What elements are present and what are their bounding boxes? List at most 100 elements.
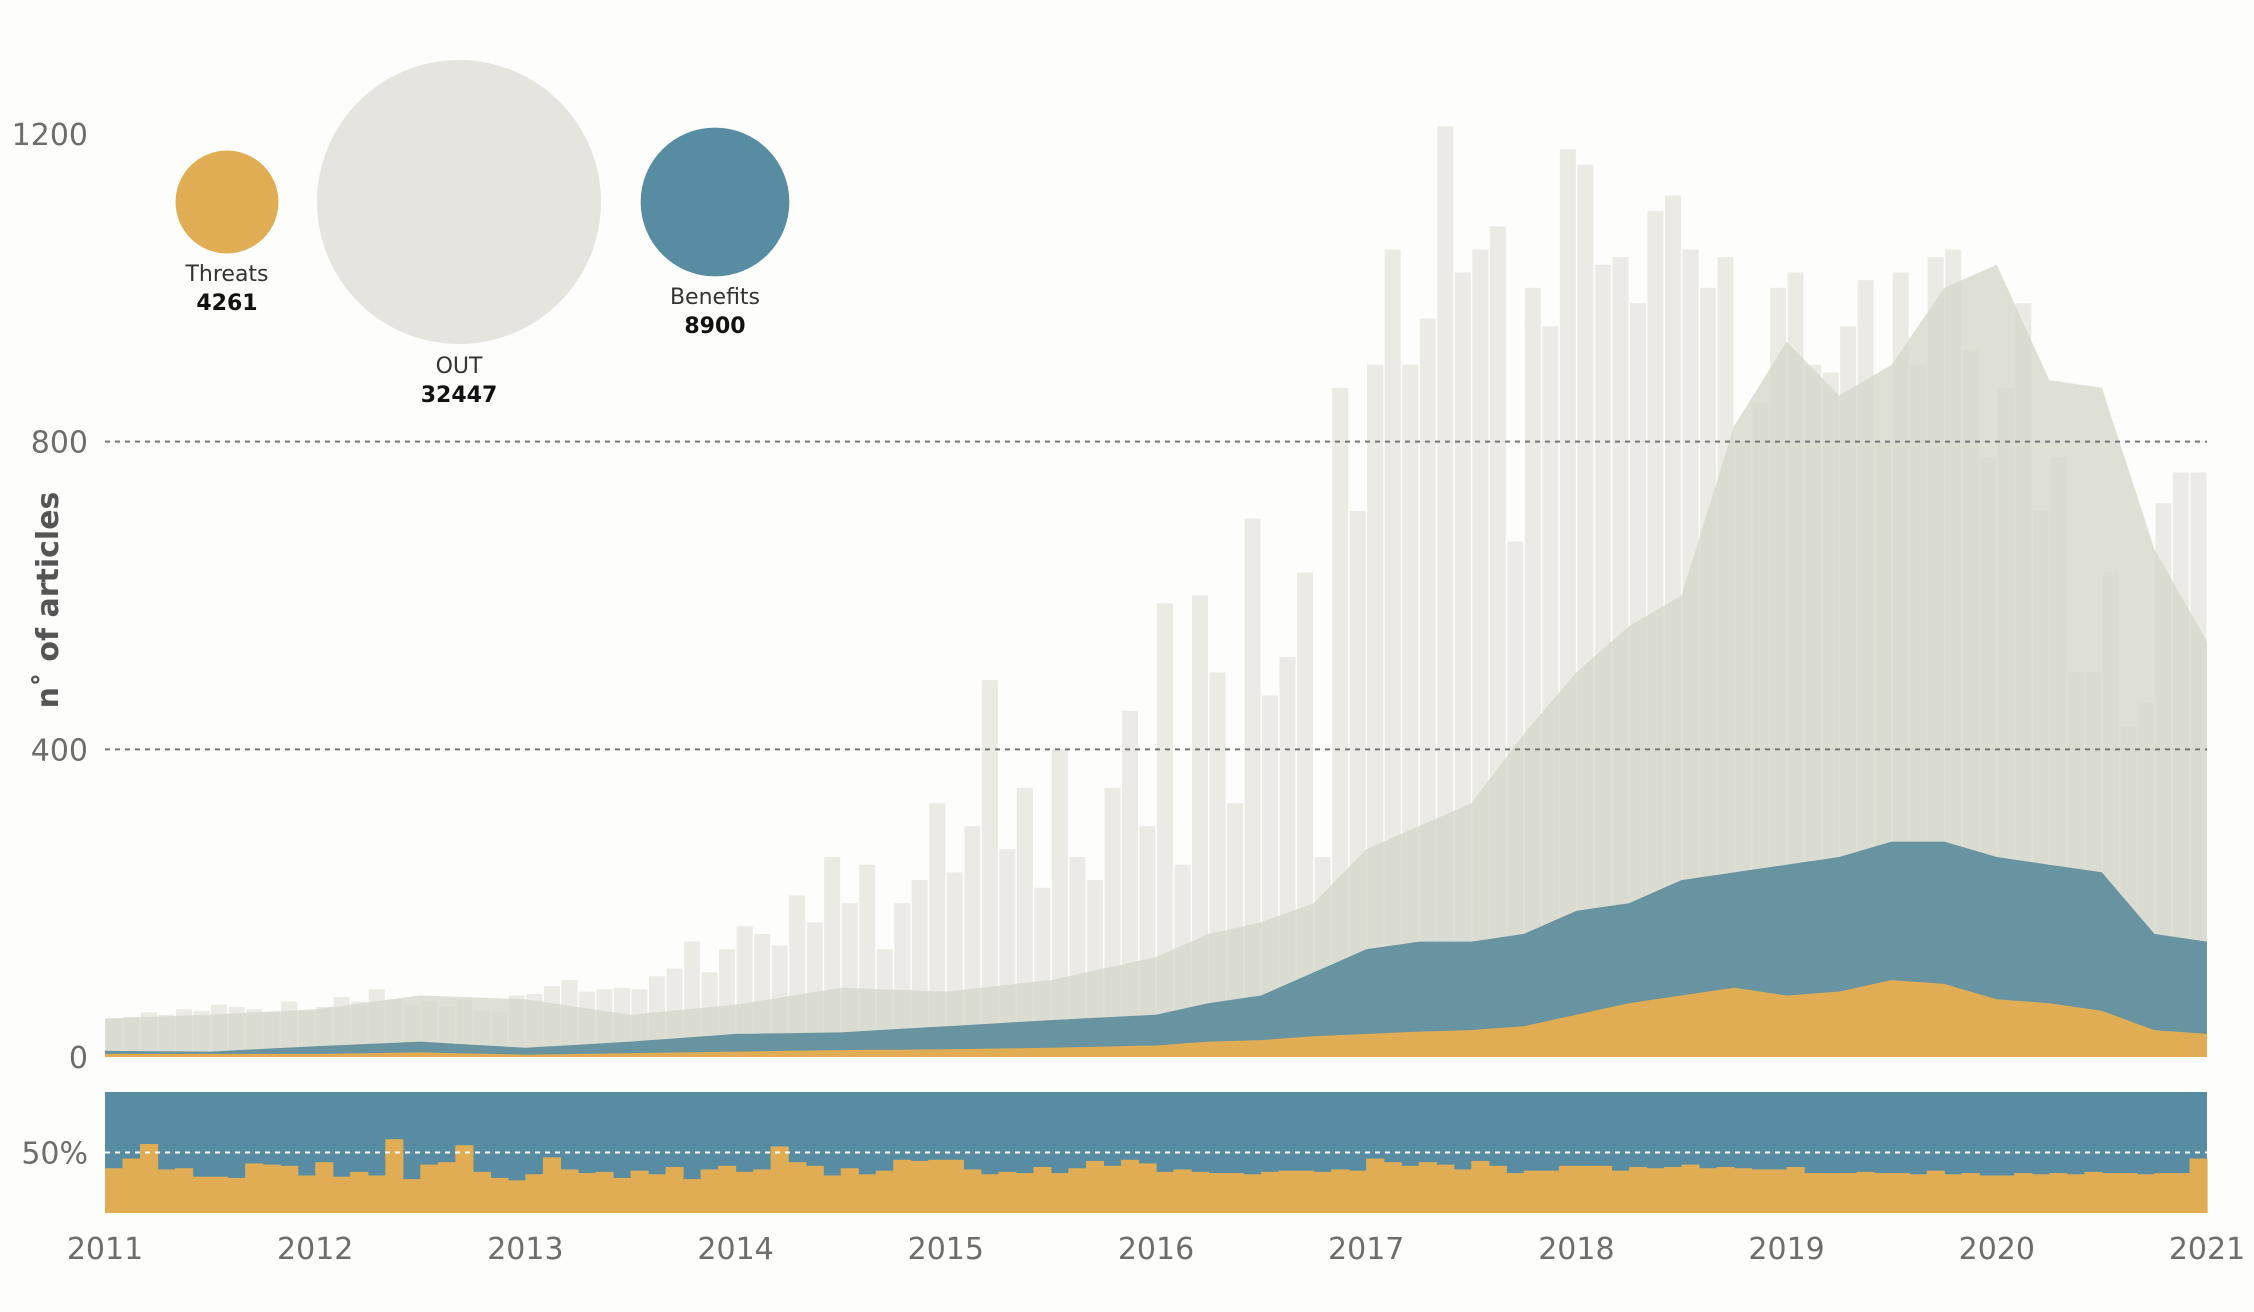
x-tick-label: 2014 — [697, 1232, 773, 1267]
threats-share-bar — [1628, 1167, 1648, 1213]
threats-share-bar — [1891, 1173, 1910, 1213]
out-monthly-bar — [1244, 518, 1261, 1057]
legend-label-threats: Threats — [184, 262, 268, 287]
threats-share-bar — [1821, 1173, 1840, 1213]
threats-share-bar — [542, 1157, 562, 1213]
threats-share-bar — [2049, 1173, 2068, 1213]
threats-share-bar — [945, 1159, 964, 1213]
legend-value-threats: 4261 — [196, 291, 257, 316]
threats-share-bar — [1839, 1173, 1858, 1213]
threats-share-bar — [1366, 1158, 1385, 1213]
threats-share-bar — [1103, 1165, 1122, 1213]
threats-share-bar — [770, 1146, 789, 1213]
legend-bubble-benefits — [640, 127, 790, 277]
threats-share-bar — [1804, 1173, 1823, 1213]
threats-share-bar — [630, 1170, 649, 1213]
threats-share-bar — [490, 1177, 509, 1213]
threats-share-bar — [1173, 1169, 1192, 1213]
threats-share-bar — [245, 1163, 264, 1213]
threats-share-bar — [998, 1171, 1017, 1213]
threats-share-bar — [1769, 1169, 1788, 1213]
threats-share-bar — [437, 1162, 456, 1213]
threats-share-bar — [315, 1162, 334, 1213]
threats-share-bar — [1979, 1175, 1998, 1213]
threats-share-bar — [1138, 1163, 1157, 1213]
threats-share-bar — [1926, 1170, 1945, 1213]
x-tick-label: 2015 — [908, 1232, 984, 1267]
threats-share-bar — [928, 1159, 947, 1213]
threats-share-bar — [1786, 1167, 1805, 1213]
threats-share-bar — [1734, 1168, 1753, 1213]
threats-share-bar — [2014, 1173, 2033, 1213]
x-tick-label: 2011 — [67, 1232, 143, 1267]
legend-value-out: 32447 — [421, 383, 498, 408]
legend-bubble-threats — [175, 150, 279, 254]
threats-share-bar — [612, 1177, 632, 1213]
threats-share-bar — [297, 1175, 316, 1213]
threats-share-bar — [1576, 1165, 1595, 1213]
y-tick-label: 1200 — [12, 118, 88, 153]
threats-share-bar — [1611, 1170, 1630, 1213]
threats-share-bar — [1436, 1164, 1455, 1213]
threats-share-bar — [718, 1165, 737, 1213]
threats-share-bar — [1331, 1169, 1350, 1213]
threats-share-bar — [665, 1167, 684, 1213]
threats-share-bar — [2066, 1174, 2085, 1213]
legend-label-out: OUT — [436, 354, 483, 379]
threats-share-bar — [402, 1179, 421, 1213]
threats-share-bar — [1208, 1173, 1227, 1213]
threats-share-bar — [1243, 1174, 1262, 1213]
threats-share-bar — [1033, 1167, 1052, 1213]
x-tick-label: 2020 — [1959, 1232, 2035, 1267]
threats-share-bar — [2189, 1158, 2208, 1213]
threats-share-bar — [1541, 1170, 1560, 1213]
threats-share-bar — [367, 1175, 386, 1213]
threats-share-bar — [858, 1174, 877, 1213]
threats-share-bar — [560, 1169, 579, 1213]
threats-share-bar — [472, 1171, 491, 1213]
threats-share-bar — [105, 1168, 124, 1213]
threats-share-bar — [175, 1168, 194, 1213]
y-tick-label: 800 — [31, 426, 88, 461]
threats-share-bar — [1909, 1174, 1928, 1213]
threats-share-bar — [980, 1174, 999, 1213]
threats-share-bar — [192, 1176, 211, 1213]
threats-share-bar — [455, 1145, 474, 1213]
x-tick-label: 2021 — [2169, 1232, 2245, 1267]
threats-share-bar — [122, 1158, 141, 1213]
threats-share-bar — [893, 1159, 912, 1213]
threats-share-bar — [385, 1139, 404, 1213]
threats-share-bar — [1646, 1168, 1665, 1213]
threats-share-bar — [1961, 1173, 1980, 1213]
threats-share-bar — [1261, 1171, 1280, 1213]
y-tick-label: 0 — [69, 1041, 88, 1076]
threats-share-bar — [1015, 1173, 1034, 1213]
legend-bubble-out — [317, 60, 601, 344]
threats-share-bar — [805, 1165, 824, 1213]
threats-share-bar — [227, 1177, 246, 1213]
share-tick-label: 50% — [21, 1137, 88, 1172]
threats-share-bar — [1699, 1168, 1718, 1213]
threats-share-bar — [683, 1179, 702, 1213]
threats-share-bar — [1944, 1174, 1963, 1213]
threats-share-bar — [1506, 1173, 1525, 1213]
threats-share-bar — [1453, 1169, 1472, 1213]
axes: 0 400 800 1200 n˚ of articles 2011 2012 2013 201… — [12, 118, 2246, 1267]
threats-share-bar — [1716, 1167, 1735, 1213]
threats-share-bar — [157, 1169, 176, 1213]
legend-value-benefits: 8900 — [684, 314, 745, 339]
threats-share-bar — [2119, 1173, 2138, 1213]
threats-share-bar — [1313, 1171, 1332, 1213]
threats-share-bar — [2031, 1174, 2050, 1213]
threats-share-bar — [1523, 1170, 1542, 1213]
x-tick-label: 2013 — [487, 1232, 563, 1267]
threats-share-bar — [2136, 1174, 2156, 1213]
threats-share-bar — [1383, 1162, 1402, 1213]
threats-share-bar — [1593, 1165, 1613, 1213]
threats-share-bar — [875, 1170, 894, 1213]
threats-share-bar — [1156, 1171, 1175, 1213]
threats-share-bar — [2101, 1173, 2121, 1213]
legend: Threats 4261 OUT 32447 Benefits 8900 — [175, 60, 790, 408]
threats-share-bar — [1751, 1169, 1770, 1213]
